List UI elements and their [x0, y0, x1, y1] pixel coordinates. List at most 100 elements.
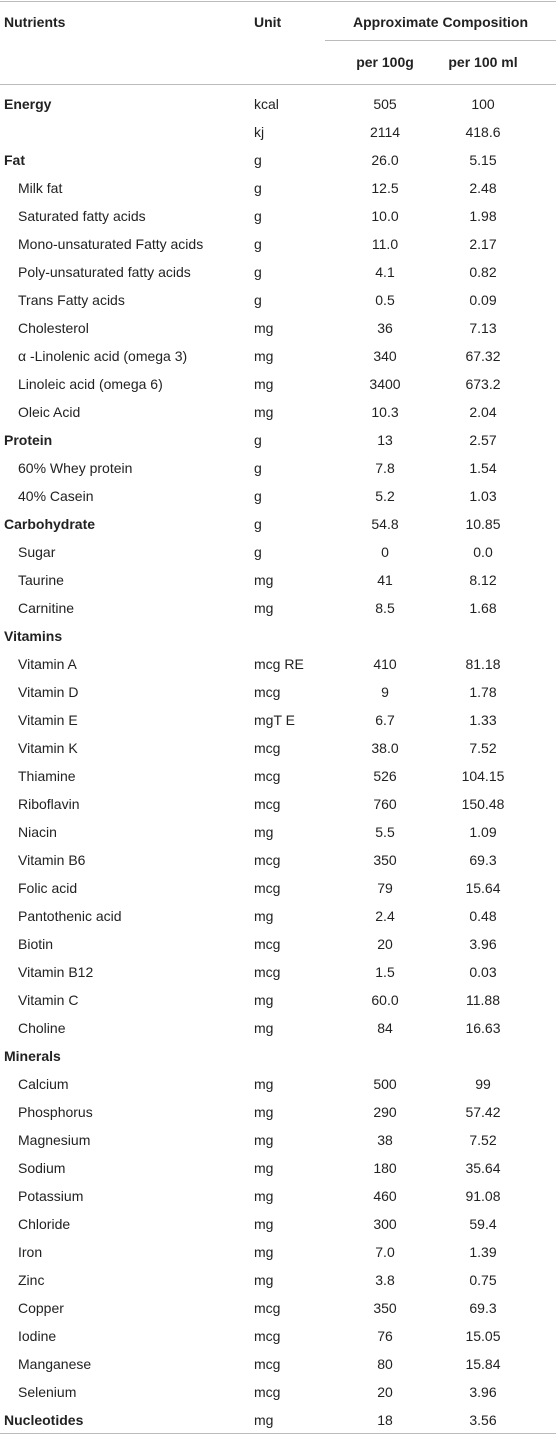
nutrient-name: Poly-unsaturated fatty acids: [18, 264, 191, 280]
value-cell: 300: [373, 1216, 397, 1232]
nutrient-name: Niacin: [18, 824, 57, 840]
unit-cell: mgT E: [254, 712, 295, 728]
value-cell: 526: [373, 768, 397, 784]
value-cell: 9: [381, 684, 389, 700]
value-cell: 10.85: [465, 516, 501, 532]
unit-cell: mg: [254, 824, 274, 840]
unit-cell: g: [254, 236, 262, 252]
unit-cell: g: [254, 264, 262, 280]
value-cell: 340: [373, 348, 397, 364]
section-name: Vitamins: [4, 628, 63, 644]
nutrient-name: Riboflavin: [18, 796, 80, 812]
value-cell: 26.0: [371, 152, 399, 168]
value-cell: 418.6: [465, 124, 501, 140]
unit-cell: g: [254, 152, 262, 168]
unit-cell: mg: [254, 376, 274, 392]
header-rule: [325, 40, 556, 41]
nutrient-name: Vitamin B12: [18, 964, 94, 980]
unit-cell: mcg: [254, 964, 281, 980]
unit-cell: mcg: [254, 1328, 281, 1344]
unit-cell: mg: [254, 992, 274, 1008]
value-cell: 104.15: [461, 768, 505, 784]
value-cell: 7.13: [469, 320, 497, 336]
value-cell: 80: [377, 1356, 393, 1372]
value-cell: 0: [381, 544, 389, 560]
value-cell: 3.96: [469, 1384, 497, 1400]
nutrient-name: Manganese: [18, 1356, 92, 1372]
unit-cell: mg: [254, 348, 274, 364]
value-cell: 41: [377, 572, 393, 588]
value-cell: 99: [475, 1076, 491, 1092]
value-cell: 5.5: [375, 824, 395, 840]
value-cell: 7.8: [375, 460, 395, 476]
value-cell: 5.2: [375, 488, 395, 504]
value-cell: 8.5: [375, 600, 395, 616]
value-cell: 1.09: [469, 824, 497, 840]
value-cell: 2.17: [469, 236, 497, 252]
nutrient-name: Biotin: [18, 936, 54, 952]
unit-cell: mcg RE: [254, 656, 304, 672]
value-cell: 0.82: [469, 264, 497, 280]
value-cell: 3.8: [375, 1272, 395, 1288]
unit-cell: mcg: [254, 684, 281, 700]
value-cell: 38.0: [371, 740, 399, 756]
value-cell: 673.2: [465, 376, 501, 392]
value-cell: 0.0: [473, 544, 493, 560]
value-cell: 60.0: [371, 992, 399, 1008]
section-name: Carbohydrate: [4, 516, 96, 532]
value-cell: 15.05: [465, 1328, 501, 1344]
nutrient-name: Iron: [18, 1244, 43, 1260]
value-cell: 57.42: [465, 1104, 501, 1120]
value-cell: 2.57: [469, 432, 497, 448]
value-cell: 100: [471, 96, 495, 112]
nutrient-name: Sodium: [18, 1160, 66, 1176]
unit-cell: mcg: [254, 1384, 281, 1400]
unit-cell: kcal: [254, 96, 279, 112]
value-cell: 2.4: [375, 908, 395, 924]
value-cell: 505: [373, 96, 397, 112]
value-cell: 3.56: [469, 1412, 497, 1428]
unit-cell: mg: [254, 404, 274, 420]
value-cell: 3.96: [469, 936, 497, 952]
value-cell: 16.63: [465, 1020, 501, 1036]
value-cell: 760: [373, 796, 397, 812]
nutrient-name: Sugar: [18, 544, 56, 560]
value-cell: 1.39: [469, 1244, 497, 1260]
value-cell: 350: [373, 852, 397, 868]
unit-cell: mg: [254, 1020, 274, 1036]
value-cell: 150.48: [461, 796, 505, 812]
unit-cell: mcg: [254, 1356, 281, 1372]
value-cell: 10.3: [371, 404, 399, 420]
section-name: Fat: [4, 152, 25, 168]
value-cell: 6.7: [375, 712, 395, 728]
nutrient-name: Mono-unsaturated Fatty acids: [18, 236, 204, 252]
nutrient-name: Zinc: [18, 1272, 45, 1288]
value-cell: 20: [377, 1384, 393, 1400]
unit-cell: g: [254, 432, 262, 448]
unit-cell: mcg: [254, 936, 281, 952]
unit-cell: mg: [254, 1272, 274, 1288]
value-cell: 15.84: [465, 1356, 501, 1372]
nutrient-name: Vitamin C: [18, 992, 79, 1008]
value-cell: 1.78: [469, 684, 497, 700]
nutrient-name: Vitamin B6: [18, 852, 86, 868]
unit-cell: g: [254, 292, 262, 308]
value-cell: 0.48: [469, 908, 497, 924]
unit-cell: kj: [254, 124, 265, 140]
unit-cell: mcg: [254, 880, 281, 896]
nutrient-name: Selenium: [18, 1384, 77, 1400]
value-cell: 10.0: [371, 208, 399, 224]
unit-cell: mg: [254, 1188, 274, 1204]
value-cell: 59.4: [469, 1216, 497, 1232]
header-rule: [0, 84, 556, 85]
nutrient-name: Iodine: [18, 1328, 57, 1344]
value-cell: 1.98: [469, 208, 497, 224]
header-cell: per 100 ml: [448, 54, 518, 70]
value-cell: 410: [373, 656, 397, 672]
nutrient-name: 40% Casein: [18, 488, 94, 504]
unit-cell: mcg: [254, 796, 281, 812]
unit-cell: mcg: [254, 768, 281, 784]
value-cell: 180: [373, 1160, 397, 1176]
value-cell: 7.0: [375, 1244, 395, 1260]
